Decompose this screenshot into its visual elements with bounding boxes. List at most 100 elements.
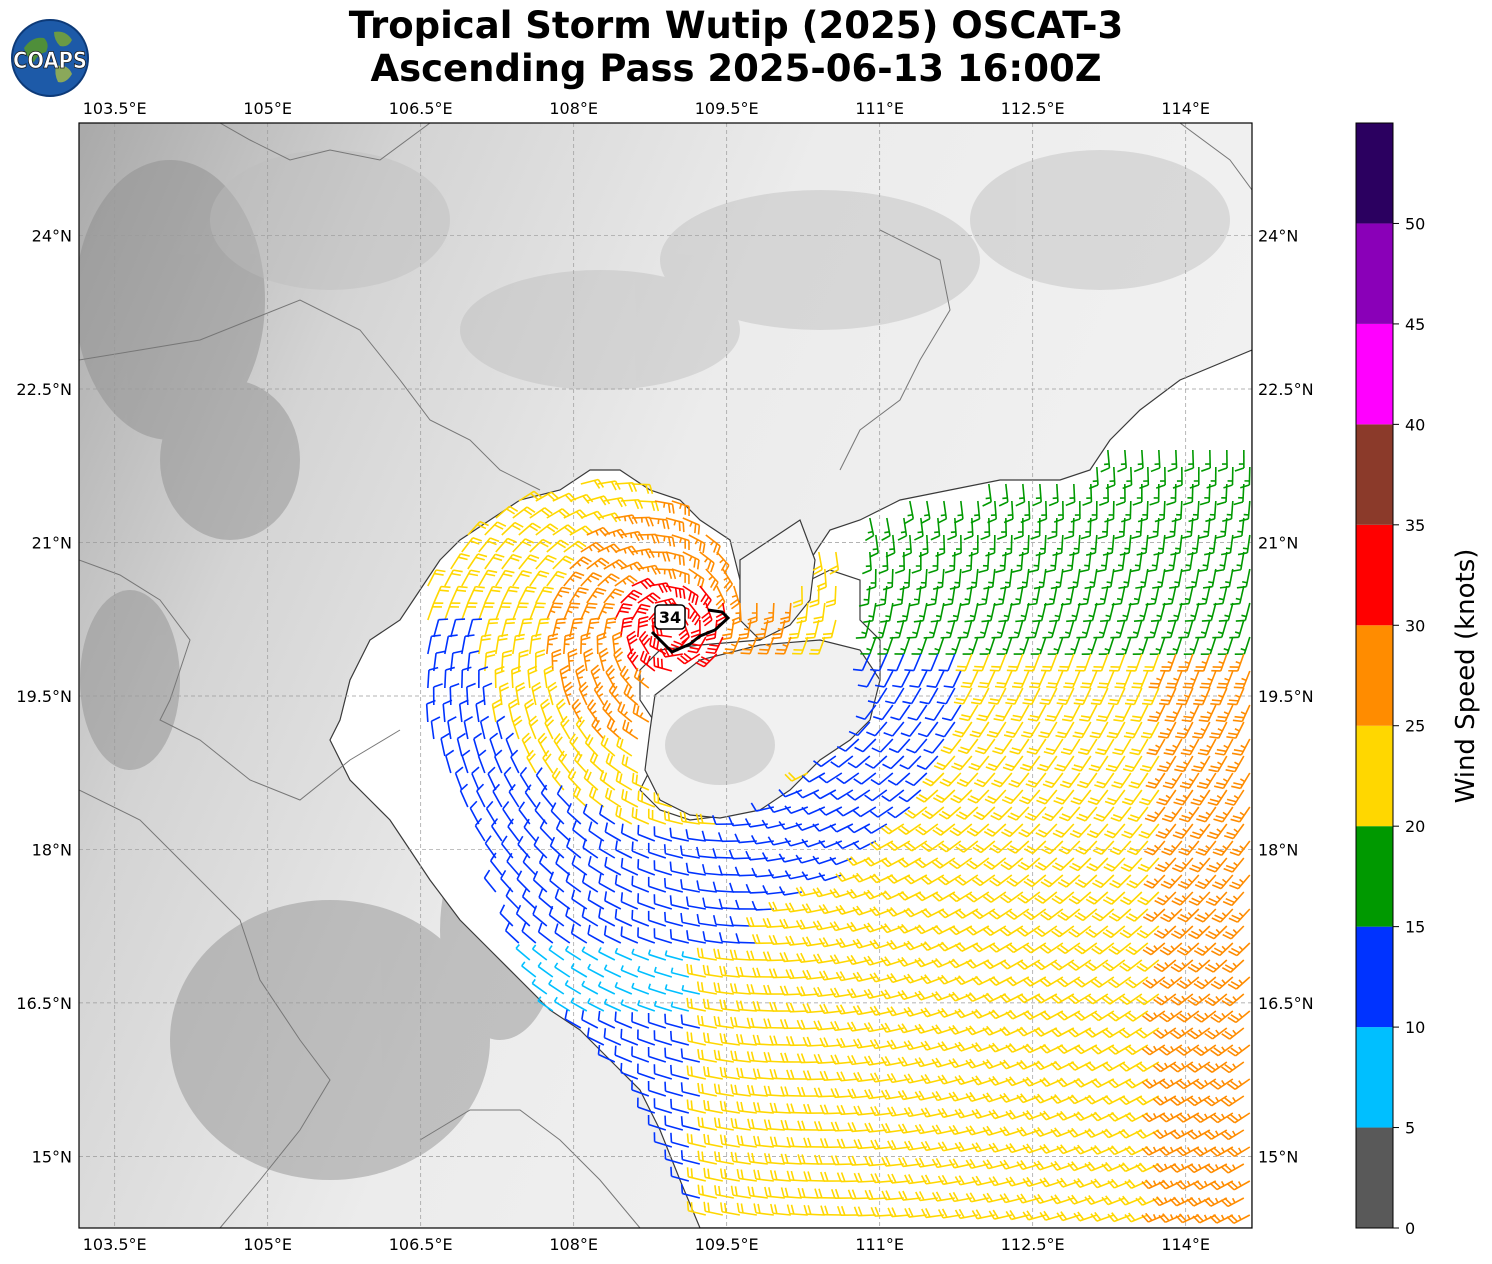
wind-barb — [1016, 1093, 1041, 1104]
wind-barb — [1161, 619, 1177, 639]
wind-barb — [500, 869, 514, 893]
wind-barb — [444, 602, 461, 621]
wind-barb — [563, 632, 575, 655]
wind-barb — [512, 570, 532, 587]
wind-barb — [829, 789, 854, 801]
wind-barb — [763, 984, 785, 995]
wind-barb — [1056, 1010, 1081, 1021]
wind-barb — [571, 889, 588, 910]
wind-barb — [1040, 874, 1064, 888]
wind-barb — [653, 1064, 673, 1080]
wind-barb — [854, 738, 877, 753]
wind-barb — [1080, 670, 1098, 689]
wind-barb — [631, 875, 650, 893]
wind-barb — [736, 1101, 757, 1114]
wind-barb — [548, 905, 565, 927]
wind-barb — [615, 805, 633, 825]
wind-barb — [1114, 670, 1132, 689]
wind-barb — [716, 551, 730, 575]
wind-barb — [866, 721, 888, 737]
wind-barb — [972, 874, 996, 887]
wind-barb — [523, 818, 537, 842]
wind-barb — [1089, 721, 1109, 739]
wind-barb — [552, 555, 575, 570]
wind-barb — [427, 666, 439, 689]
wind-barb — [487, 766, 497, 791]
wind-barb — [1232, 517, 1245, 539]
logo-text: COAPS — [13, 49, 87, 74]
colorbar-tick-label: 20 — [1405, 817, 1425, 836]
wind-barb — [814, 1154, 836, 1165]
wind-barb — [872, 619, 888, 639]
chart-title-line-2: Ascending Pass 2025-06-13 16:00Z — [370, 47, 1102, 90]
wind-barb — [712, 914, 734, 927]
wind-barb — [830, 1188, 853, 1199]
wind-barb — [1101, 1195, 1126, 1206]
wind-barb — [734, 833, 757, 844]
wind-barb — [1219, 568, 1234, 589]
wind-barb — [598, 908, 616, 927]
colorbar-tick-label: 15 — [1405, 918, 1425, 937]
wind-barb — [1157, 721, 1177, 739]
wind-barb — [863, 922, 888, 933]
wind-barb — [1016, 993, 1041, 1004]
wind-barb — [899, 755, 922, 770]
wind-barb — [454, 766, 464, 791]
wind-barb — [751, 934, 774, 945]
wind-barb — [1137, 891, 1160, 906]
wind-barb — [1079, 704, 1098, 722]
wind-barb — [1138, 823, 1160, 839]
wind-barb — [1059, 806, 1081, 822]
wind-barb — [1005, 942, 1030, 954]
wind-barb — [1139, 755, 1160, 773]
wind-barb — [617, 701, 633, 723]
wind-barb — [717, 832, 740, 843]
wind-barb — [1152, 1162, 1177, 1173]
wind-barb — [947, 602, 962, 623]
wind-barb — [484, 553, 505, 570]
colorbar-tick-label: 35 — [1405, 516, 1425, 535]
wind-barb — [719, 1134, 740, 1148]
wind-barb — [482, 682, 493, 706]
wind-barb — [621, 754, 639, 774]
wind-barb — [785, 969, 808, 980]
wind-barb — [679, 811, 700, 825]
wind-barb — [1227, 687, 1245, 706]
wind-barb — [1016, 959, 1041, 970]
wind-barb — [1094, 772, 1115, 789]
wind-barb — [580, 541, 604, 553]
wind-barb — [991, 772, 1013, 788]
wind-barb — [763, 602, 775, 625]
wind-barb — [1096, 551, 1109, 573]
wind-barb — [461, 602, 478, 621]
wind-barb — [1034, 891, 1058, 904]
wind-barb — [1158, 1078, 1183, 1090]
wind-barb — [602, 699, 616, 723]
wind-barb — [582, 803, 599, 825]
wind-barb — [1001, 534, 1013, 557]
wind-barb — [874, 670, 894, 688]
wind-barb — [697, 1082, 717, 1097]
wind-barb — [461, 634, 475, 655]
wind-barb — [1084, 1094, 1109, 1105]
wind-barb — [1050, 1094, 1075, 1104]
wind-barb — [852, 806, 877, 818]
wind-barb — [988, 1042, 1013, 1053]
wind-barb — [984, 789, 1007, 804]
wind-barb — [1198, 704, 1217, 723]
wind-barb — [870, 772, 894, 786]
wind-barb — [620, 999, 639, 1012]
wind-barb — [965, 925, 990, 936]
wind-barb — [603, 1028, 622, 1046]
wind-barb — [1115, 483, 1126, 506]
hainan-terrain — [665, 705, 775, 785]
wind-barb — [1042, 619, 1058, 639]
colorbar-tick-label: 25 — [1405, 717, 1425, 736]
globe-logo-icon: COAPS — [11, 19, 89, 97]
lat-tick-label-right: 19.5°N — [1258, 687, 1314, 706]
wind-barb — [746, 1017, 768, 1029]
wind-barb — [780, 1153, 802, 1165]
wind-barb — [982, 959, 1007, 970]
wind-barb — [575, 716, 588, 740]
